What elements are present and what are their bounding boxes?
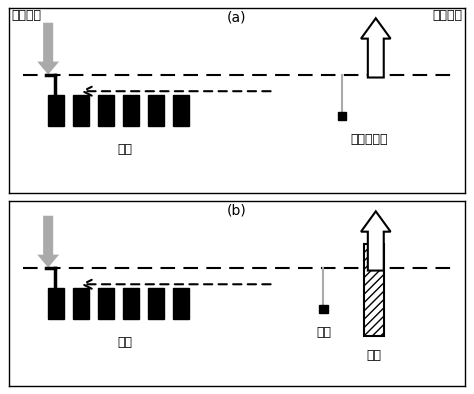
Text: 声源: 声源 [117, 336, 132, 349]
Text: (b): (b) [227, 203, 247, 217]
Bar [337, 112, 346, 120]
Bar [319, 305, 328, 313]
Bar [173, 95, 189, 126]
FancyArrow shape [37, 216, 59, 268]
Text: (a): (a) [227, 10, 247, 24]
Bar [98, 95, 114, 126]
Text: 声源: 声源 [117, 143, 132, 156]
Bar [48, 288, 64, 320]
Bar [48, 95, 64, 126]
Text: 岩样: 岩样 [366, 349, 382, 362]
FancyArrow shape [361, 211, 391, 271]
Bar [148, 288, 164, 320]
Bar [123, 95, 139, 126]
Bar [98, 288, 114, 320]
Bar [123, 288, 139, 320]
Bar [148, 95, 164, 126]
Text: 脉冲激励: 脉冲激励 [12, 9, 42, 22]
FancyArrow shape [361, 18, 391, 78]
Text: 声波换能器: 声波换能器 [350, 133, 388, 146]
Bar [365, 243, 383, 336]
Text: 检测系统: 检测系统 [432, 9, 462, 22]
Bar [173, 288, 189, 320]
Bar [73, 95, 89, 126]
FancyArrow shape [37, 23, 59, 74]
Bar [73, 288, 89, 320]
Text: 电极: 电极 [316, 326, 331, 339]
